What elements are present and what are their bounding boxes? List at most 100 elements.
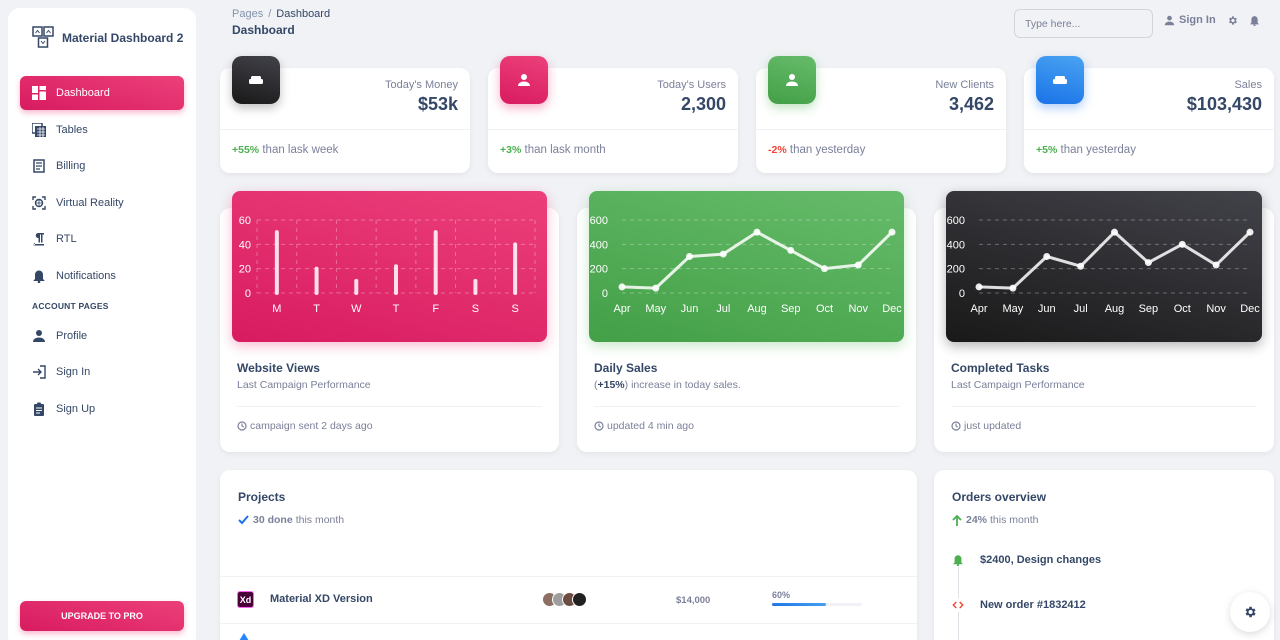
sidebar-item-label: Billing <box>56 160 86 172</box>
weekend-icon <box>232 56 280 104</box>
stat-change: +3% <box>500 144 522 156</box>
adobe-xd-icon: Xd <box>237 591 254 608</box>
sidebar-item-label: Sign In <box>56 366 91 378</box>
svg-text:May: May <box>645 303 666 315</box>
svg-text:S: S <box>472 303 479 315</box>
svg-text:W: W <box>351 303 362 315</box>
project-name: Material XD Version <box>270 593 373 605</box>
weekend-icon <box>1036 56 1084 104</box>
divider <box>220 129 470 130</box>
timeline-item[interactable]: New order #1832412 <box>951 598 1086 612</box>
bar-chart[interactable]: 0 20 40 60 M T W T F S S <box>232 191 547 342</box>
account-pages-label: ACCOUNT PAGES <box>32 300 109 311</box>
breadcrumb-root[interactable]: Pages <box>232 8 264 20</box>
view-in-ar-icon <box>32 195 46 210</box>
sidebar: Material Dashboard 2 Dashboard Tables Bi… <box>8 8 196 640</box>
stat-card-todays-users: Today's Users 2,300 +3% than lask month <box>488 56 738 173</box>
stat-footer: +3% than lask month <box>500 144 606 156</box>
stat-change-suffix: than yesterday <box>1057 144 1136 156</box>
svg-text:Dec: Dec <box>882 303 902 315</box>
configurator-button[interactable] <box>1230 592 1270 632</box>
stat-change-suffix: than lask week <box>259 144 339 156</box>
brand[interactable]: Material Dashboard 2 <box>8 8 196 68</box>
sidebar-item-notifications[interactable]: Notifications <box>20 259 184 293</box>
stat-footer: +5% than yesterday <box>1036 144 1136 156</box>
sidebar-item-tables[interactable]: Tables <box>20 113 184 147</box>
svg-text:May: May <box>1002 303 1023 315</box>
svg-text:600: 600 <box>590 215 608 227</box>
upgrade-to-pro-button[interactable]: UPGRADE TO PRO <box>20 601 184 631</box>
gear-icon <box>1228 15 1237 25</box>
chart-footer: updated 4 min ago <box>594 420 694 432</box>
line-chart[interactable]: 0 200 400 600 Apr May Jun Jul Aug Sep Oct Nov Dec <box>946 191 1262 342</box>
stat-value: 3,462 <box>948 94 994 114</box>
stat-card-sales: Sales $103,430 +5% than yesterday <box>1024 56 1274 173</box>
notifications-button[interactable] <box>1249 15 1260 26</box>
sidebar-item-profile[interactable]: Profile <box>20 319 184 353</box>
orders-change-suffix: this month <box>990 514 1039 526</box>
chart-footer: campaign sent 2 days ago <box>237 420 373 432</box>
chart-card-website-views: 0 20 40 60 M T W T F S S Website Views Last Campai… <box>220 191 559 452</box>
sidebar-item-label: Tables <box>56 123 88 136</box>
sidebar-item-label: RTL <box>56 233 77 245</box>
chart-footer-text: just updated <box>964 420 1022 432</box>
timeline-item[interactable]: $2400, Design changes <box>951 553 1101 567</box>
stat-card-todays-money: Today's Money $53k +55% than lask week <box>220 56 470 173</box>
svg-text:T: T <box>313 303 320 315</box>
arrow-up-icon <box>952 514 962 526</box>
settings-button[interactable] <box>1227 15 1238 26</box>
bell-icon <box>951 553 965 567</box>
account-nav: Profile Sign In Sign Up <box>8 319 196 426</box>
stat-label: Today's Users <box>657 79 726 91</box>
sign-in-link[interactable]: Sign In <box>1164 14 1216 26</box>
sidebar-item-virtual-reality[interactable]: Virtual Reality <box>20 186 184 220</box>
svg-text:Sep: Sep <box>1139 303 1159 315</box>
format-textdirection-r-to-l-icon <box>32 232 46 246</box>
sidebar-item-sign-in[interactable]: Sign In <box>20 355 184 389</box>
stat-footer: +55% than lask week <box>232 144 338 156</box>
svg-text:20: 20 <box>239 264 251 276</box>
page-title: Dashboard <box>232 23 295 37</box>
topbar: Pages / Dashboard Dashboard <box>232 8 330 37</box>
progress-bar <box>772 603 862 606</box>
breadcrumb-current: Dashboard <box>276 8 331 20</box>
stat-label: Sales <box>1234 79 1262 91</box>
person-icon <box>32 329 46 343</box>
avatar[interactable] <box>572 592 587 607</box>
search-input[interactable] <box>1014 9 1153 38</box>
svg-text:Apr: Apr <box>970 303 987 315</box>
stat-label: Today's Money <box>384 79 458 91</box>
svg-text:Dec: Dec <box>1240 303 1260 315</box>
sidebar-item-billing[interactable]: Billing <box>20 149 184 183</box>
line-chart[interactable]: 0 200 400 600 Apr May Jun Jul Aug Sep Oct Nov Dec <box>589 191 904 342</box>
svg-text:Jun: Jun <box>681 303 699 315</box>
sidebar-item-sign-up[interactable]: Sign Up <box>20 392 184 426</box>
subtitle-post: ) increase in today sales. <box>624 379 741 391</box>
svg-text:Nov: Nov <box>848 303 868 315</box>
stat-change: +5% <box>1036 144 1058 156</box>
svg-text:0: 0 <box>602 288 608 300</box>
svg-text:400: 400 <box>590 239 608 251</box>
dashboard-icon <box>32 86 46 100</box>
clock-icon <box>951 421 961 431</box>
project-budget: $14,000 <box>676 595 711 606</box>
sidebar-item-dashboard[interactable]: Dashboard <box>20 76 184 110</box>
stat-label: New Clients <box>935 79 994 91</box>
chart-card-daily-sales: 0 200 400 600 Apr May Jun Jul Aug Sep Oct Nov Dec Da… <box>577 191 916 452</box>
svg-text:Sep: Sep <box>781 303 801 315</box>
check-icon <box>238 515 249 525</box>
sidebar-item-rtl[interactable]: RTL <box>20 222 184 256</box>
divider <box>220 623 917 624</box>
assignment-icon <box>32 402 46 416</box>
divider <box>220 576 917 577</box>
orders-title: Orders overview <box>952 490 1047 504</box>
sidebar-item-label: Virtual Reality <box>56 196 124 209</box>
sidebar-nav: Dashboard Tables Billing Virtual Reality… <box>8 76 196 293</box>
divider <box>951 406 1257 407</box>
projects-title: Projects <box>238 490 286 504</box>
stat-value: $103,430 <box>1186 94 1262 114</box>
svg-text:0: 0 <box>245 288 251 300</box>
table-row[interactable]: Xd Material XD Version $14,000 60% <box>220 577 917 623</box>
bell-icon <box>1249 15 1259 26</box>
svg-text:0: 0 <box>959 288 965 300</box>
